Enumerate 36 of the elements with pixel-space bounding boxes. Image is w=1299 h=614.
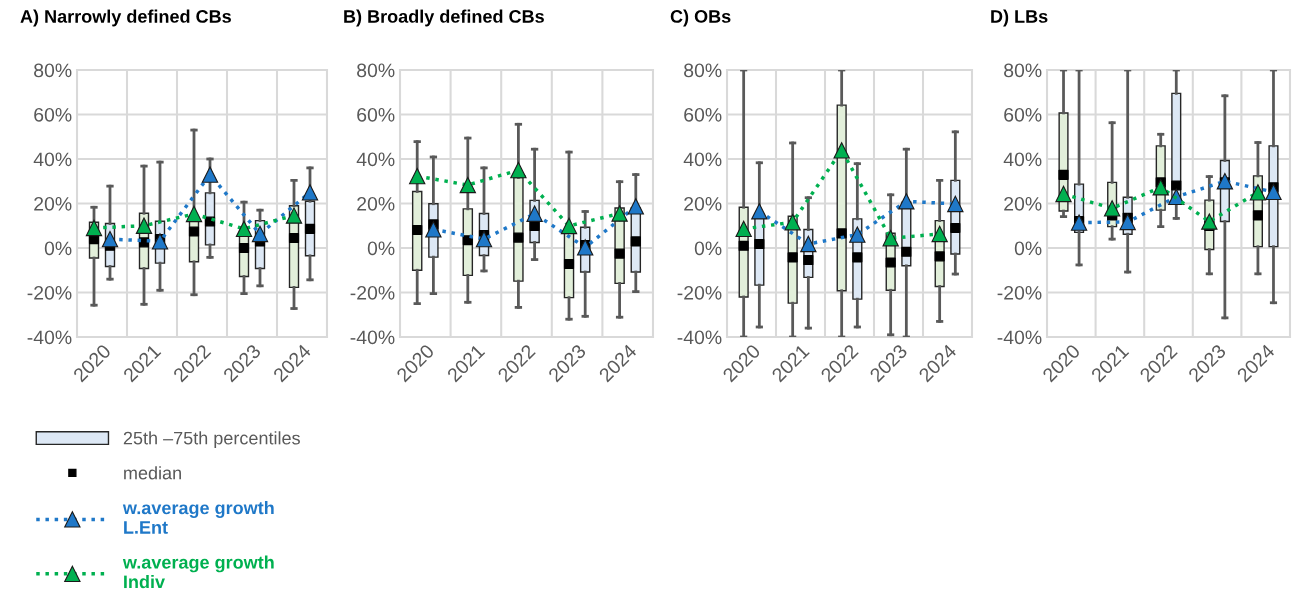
y-tick-label: 0% bbox=[367, 241, 395, 256]
y-tick-label: 40% bbox=[33, 152, 72, 167]
y-tick-label: 0% bbox=[44, 241, 72, 256]
y-tick-label: 20% bbox=[1004, 196, 1042, 211]
y-tick-label: 40% bbox=[683, 152, 722, 167]
y-tick-label: 60% bbox=[34, 107, 72, 122]
y-tick-label: 60% bbox=[357, 107, 395, 122]
y-tick-label: 40% bbox=[1003, 152, 1042, 167]
y-tick-label: 0% bbox=[1014, 241, 1042, 256]
y-tick-label: -20% bbox=[997, 285, 1042, 300]
y-tick-label: 0% bbox=[694, 241, 722, 256]
chart-title: C) OBs bbox=[670, 9, 731, 27]
y-tick-label: 80% bbox=[357, 63, 395, 78]
y-tick-label: -40% bbox=[677, 330, 722, 345]
y-tick-label: 80% bbox=[34, 63, 72, 78]
y-tick-label: 40% bbox=[356, 152, 395, 167]
chart-title: D) LBs bbox=[991, 9, 1048, 27]
y-tick-label: -20% bbox=[677, 285, 722, 300]
y-tick-label: -40% bbox=[997, 330, 1042, 345]
y-tick-label: 60% bbox=[1004, 107, 1042, 122]
y-tick-label: 20% bbox=[684, 196, 722, 211]
legend-label: w.average growth Indiv bbox=[122, 555, 274, 589]
y-tick-label: -40% bbox=[350, 330, 395, 345]
text: 25th –75th percentiles bbox=[123, 431, 300, 449]
y-tick-label: -40% bbox=[27, 330, 72, 345]
y-tick-label: 60% bbox=[684, 107, 722, 122]
y-tick-label: 20% bbox=[34, 196, 72, 211]
text: median bbox=[124, 466, 181, 480]
y-tick-label: -20% bbox=[27, 285, 72, 300]
chart-title: A) Narrowly defined CBs bbox=[20, 9, 231, 27]
y-tick-label: 80% bbox=[684, 63, 722, 78]
chart-title: B) Broadly defined CBs bbox=[344, 9, 544, 27]
y-tick-label: 20% bbox=[357, 196, 395, 211]
legend-label: w.average growth L.Ent bbox=[122, 501, 274, 534]
y-tick-label: 80% bbox=[1004, 63, 1042, 78]
y-tick-label: -20% bbox=[350, 285, 395, 300]
